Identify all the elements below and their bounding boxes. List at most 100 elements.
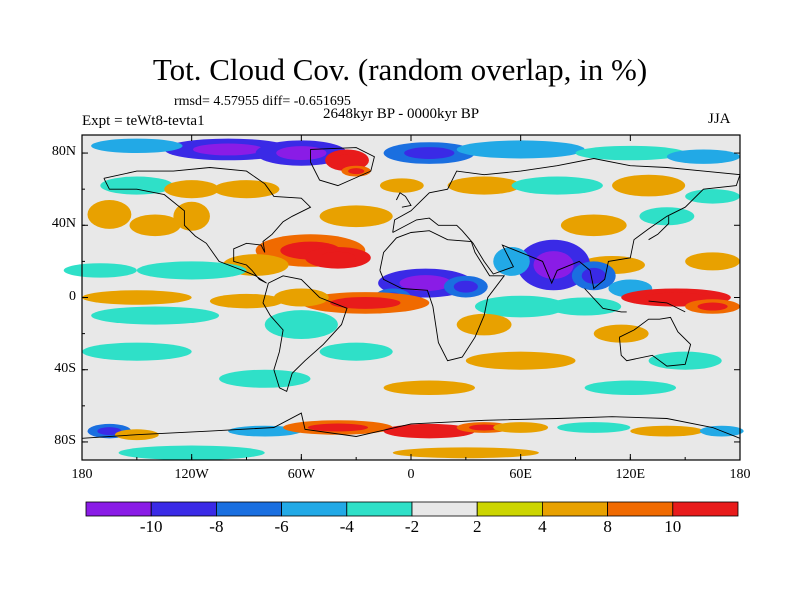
- anomaly-patch: [129, 214, 181, 237]
- lon-label: 60E: [509, 467, 532, 482]
- anomaly-core: [697, 302, 728, 311]
- lat-label: 80S: [54, 432, 76, 448]
- anomaly-patch: [456, 140, 585, 159]
- anomaly-patch: [392, 447, 539, 459]
- anomaly-patch: [447, 176, 521, 195]
- period-label: 2648kyr BP - 0000kyr BP: [323, 106, 480, 122]
- coastline: [648, 216, 670, 241]
- lon-label: 60W: [287, 467, 315, 482]
- anomaly-core: [645, 292, 707, 303]
- anomaly-core: [469, 424, 500, 431]
- colorbar-label: -4: [339, 517, 354, 536]
- chart-title: Tot. Cloud Cov. (random overlap, in %): [152, 52, 648, 87]
- anomaly-patch: [493, 422, 549, 433]
- anomaly-patch: [648, 351, 722, 370]
- anomaly-patch: [219, 369, 311, 388]
- anomaly-patch: [685, 252, 740, 271]
- coastline: [395, 192, 412, 208]
- stats-label: rmsd= 4.57955 diff= -0.651695: [174, 94, 351, 109]
- anomaly-patch: [383, 380, 475, 395]
- anomaly-core: [276, 146, 327, 161]
- season-label: JJA: [708, 111, 731, 127]
- lat-label: 80N: [51, 144, 76, 160]
- anomaly-core: [330, 296, 401, 309]
- anomaly-patch: [209, 293, 284, 309]
- lat-label: 40S: [54, 360, 76, 376]
- colorbar-swatch: [672, 501, 739, 517]
- coastline: [584, 288, 627, 313]
- colorbar-swatch: [411, 501, 478, 517]
- coastline: [392, 158, 741, 290]
- coastline: [648, 300, 686, 313]
- anomaly-patch: [548, 297, 622, 316]
- anomaly-patch: [213, 180, 280, 199]
- anomaly-patch: [136, 261, 247, 280]
- anomaly-patch: [511, 176, 603, 195]
- colorbar-label: -8: [209, 517, 224, 536]
- colorbar-swatch: [542, 501, 609, 517]
- colorbar-swatch: [150, 501, 217, 517]
- anomaly-patch: [630, 425, 704, 437]
- anomaly-patch: [379, 178, 424, 193]
- anomaly-patch: [91, 306, 220, 325]
- anomaly-patch: [557, 422, 631, 433]
- colorbar-swatch: [346, 501, 413, 517]
- anomaly-core: [453, 280, 478, 293]
- lat-label: 40N: [51, 216, 76, 232]
- lon-label: 180: [71, 467, 93, 482]
- lon-label: 120W: [174, 467, 209, 482]
- anomaly-patch: [63, 263, 137, 278]
- anomaly-patch: [685, 189, 740, 204]
- anomaly-core: [193, 143, 264, 156]
- anomaly-patch: [82, 290, 192, 305]
- coastline: [310, 147, 375, 187]
- colorbar-swatch: [607, 501, 674, 517]
- anomaly-core: [399, 275, 452, 291]
- anomaly-patch: [100, 176, 174, 195]
- coastline: [81, 412, 741, 439]
- anomaly-core: [348, 168, 365, 175]
- anomaly-patch: [82, 342, 192, 361]
- lon-label: 120E: [615, 467, 646, 482]
- anomaly-core: [581, 267, 606, 284]
- coastline: [379, 230, 506, 362]
- anomaly-patch: [560, 214, 627, 237]
- anomaly-patch: [493, 246, 530, 276]
- anomaly-patch: [584, 380, 677, 395]
- anomaly-patch: [666, 149, 740, 164]
- anomaly-patch: [456, 313, 512, 336]
- coastline: [618, 316, 692, 367]
- anomaly-patch: [319, 342, 393, 361]
- colorbar-swatch: [215, 501, 282, 517]
- colorbar-label: 2: [472, 517, 482, 536]
- colorbar-label: -10: [139, 517, 163, 536]
- anomaly-patch: [575, 145, 686, 161]
- colorbar-swatch: [85, 501, 152, 517]
- anomaly-core: [97, 427, 122, 436]
- anomaly-patch: [264, 310, 338, 340]
- anomaly-core: [334, 154, 360, 167]
- anomaly-core: [307, 423, 369, 432]
- colorbar-label: 10: [664, 517, 682, 536]
- colorbar-swatch: [281, 501, 348, 517]
- coastline: [103, 167, 312, 284]
- anomaly-patch: [593, 324, 649, 343]
- colorbar-swatch: [476, 501, 543, 517]
- experiment-label: Expt = teWt8-tevta1: [82, 113, 205, 129]
- anomaly-patch: [612, 174, 686, 197]
- anomaly-core: [319, 251, 356, 264]
- coastline: [262, 275, 348, 393]
- anomaly-core: [404, 147, 455, 160]
- colorbar-label: 8: [603, 517, 612, 536]
- colorbar-label: 4: [538, 517, 547, 536]
- anomaly-patch: [91, 138, 183, 154]
- anomaly-core: [404, 427, 455, 436]
- anomaly-patch: [87, 200, 132, 229]
- anomaly-patch: [228, 425, 302, 437]
- anomaly-core: [533, 251, 574, 279]
- lon-label: 180: [729, 467, 751, 482]
- anomaly-patch: [465, 351, 576, 370]
- lon-label: 0: [407, 467, 415, 482]
- anomaly-patch: [474, 295, 567, 318]
